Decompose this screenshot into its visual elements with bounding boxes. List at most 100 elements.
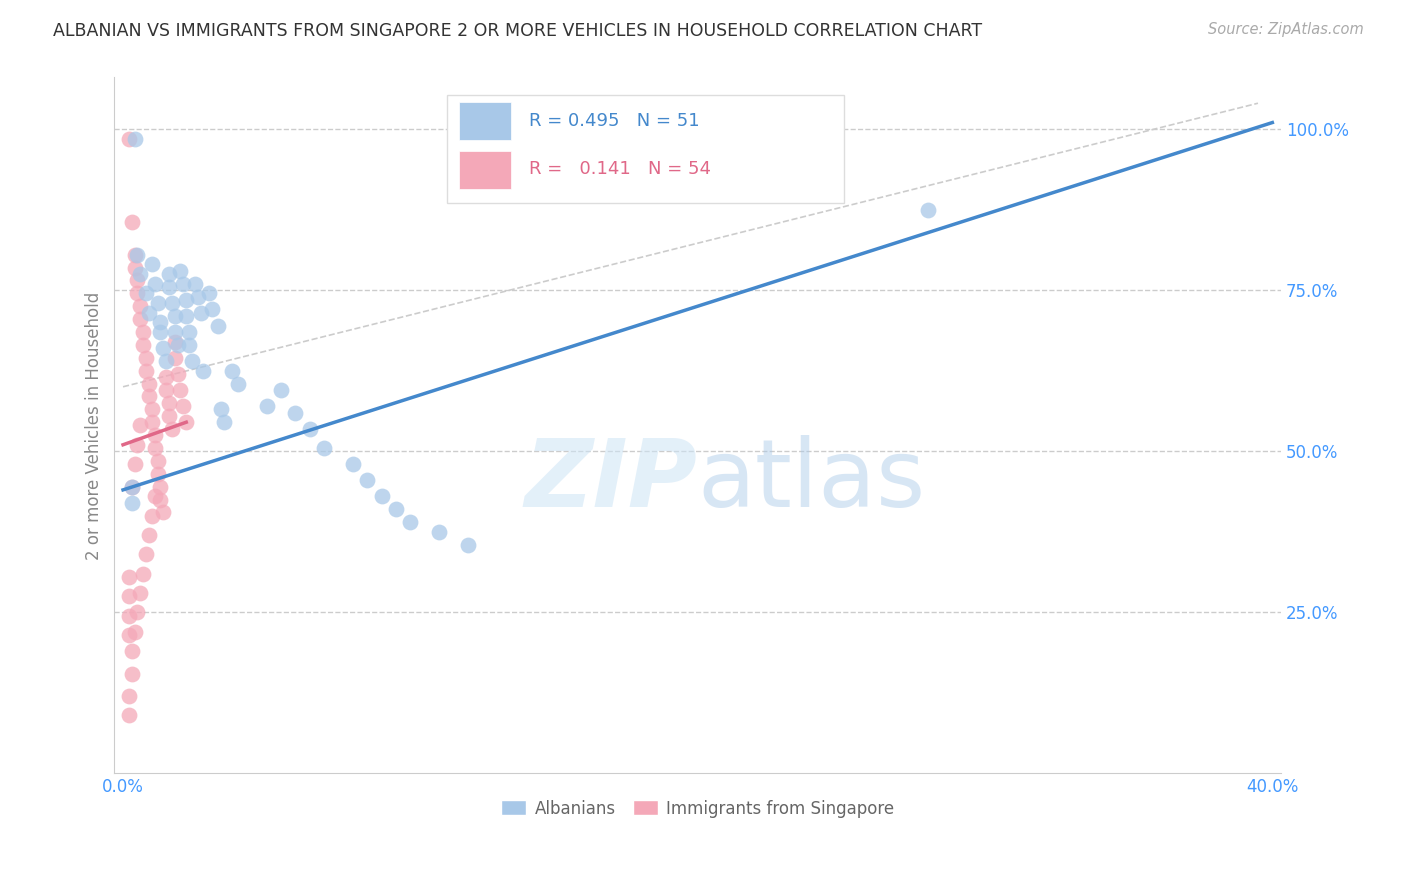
- Point: [155, 383, 177, 397]
- Text: ALBANIAN VS IMMIGRANTS FROM SINGAPORE 2 OR MORE VEHICLES IN HOUSEHOLD CORRELATIO: ALBANIAN VS IMMIGRANTS FROM SINGAPORE 2 …: [53, 22, 983, 40]
- Point: [169, 383, 191, 397]
- Point: [187, 289, 209, 303]
- Point: [132, 566, 155, 581]
- Point: [132, 338, 155, 352]
- Text: ZIP: ZIP: [524, 435, 697, 527]
- Point: [179, 338, 201, 352]
- Point: [193, 364, 215, 378]
- Point: [256, 399, 278, 413]
- Point: [174, 293, 197, 307]
- Point: [141, 402, 163, 417]
- Point: [121, 480, 143, 494]
- Point: [127, 438, 149, 452]
- Point: [135, 547, 157, 561]
- Point: [135, 351, 157, 365]
- FancyBboxPatch shape: [458, 151, 510, 189]
- Point: [155, 354, 177, 368]
- Point: [207, 318, 229, 333]
- Point: [127, 273, 149, 287]
- Point: [141, 415, 163, 429]
- Point: [121, 215, 143, 229]
- Point: [129, 418, 152, 433]
- Point: [201, 302, 224, 317]
- Point: [129, 586, 152, 600]
- Point: [172, 399, 194, 413]
- Legend: Albanians, Immigrants from Singapore: Albanians, Immigrants from Singapore: [495, 793, 901, 824]
- Y-axis label: 2 or more Vehicles in Household: 2 or more Vehicles in Household: [86, 292, 103, 559]
- FancyBboxPatch shape: [458, 102, 510, 140]
- Point: [143, 428, 166, 442]
- Point: [118, 608, 141, 623]
- Point: [157, 267, 180, 281]
- Point: [149, 480, 172, 494]
- Point: [146, 296, 169, 310]
- Point: [172, 277, 194, 291]
- Point: [399, 515, 422, 529]
- Point: [342, 457, 364, 471]
- Point: [166, 338, 188, 352]
- Text: R =   0.141   N = 54: R = 0.141 N = 54: [529, 161, 710, 178]
- Point: [209, 402, 232, 417]
- Point: [143, 277, 166, 291]
- Point: [184, 277, 207, 291]
- Point: [166, 367, 188, 381]
- Point: [118, 708, 141, 723]
- Point: [124, 247, 146, 261]
- Point: [270, 383, 292, 397]
- Point: [152, 505, 174, 519]
- Point: [917, 202, 939, 217]
- Point: [138, 528, 160, 542]
- Point: [118, 589, 141, 603]
- Point: [121, 644, 143, 658]
- Point: [121, 666, 143, 681]
- Point: [127, 247, 149, 261]
- Point: [163, 334, 186, 349]
- Point: [127, 286, 149, 301]
- Point: [124, 624, 146, 639]
- Point: [385, 502, 408, 516]
- Point: [146, 454, 169, 468]
- Point: [179, 325, 201, 339]
- Point: [163, 325, 186, 339]
- Point: [141, 508, 163, 523]
- Point: [124, 260, 146, 275]
- Point: [121, 496, 143, 510]
- Point: [181, 354, 204, 368]
- Point: [149, 315, 172, 329]
- Point: [129, 299, 152, 313]
- Point: [143, 441, 166, 455]
- Point: [138, 376, 160, 391]
- Point: [141, 257, 163, 271]
- Point: [226, 376, 249, 391]
- Point: [157, 409, 180, 423]
- Point: [157, 396, 180, 410]
- Point: [127, 605, 149, 619]
- Point: [298, 422, 321, 436]
- Point: [198, 286, 221, 301]
- Point: [174, 415, 197, 429]
- Point: [138, 389, 160, 403]
- Point: [190, 306, 212, 320]
- Point: [149, 492, 172, 507]
- Point: [221, 364, 243, 378]
- Point: [146, 467, 169, 481]
- Point: [152, 341, 174, 355]
- Point: [129, 267, 152, 281]
- Point: [457, 538, 479, 552]
- Point: [212, 415, 235, 429]
- Point: [160, 422, 183, 436]
- Point: [124, 131, 146, 145]
- Point: [118, 131, 141, 145]
- Point: [157, 280, 180, 294]
- Point: [149, 325, 172, 339]
- Point: [169, 264, 191, 278]
- Point: [174, 309, 197, 323]
- Point: [356, 473, 378, 487]
- Point: [284, 405, 307, 419]
- Point: [314, 441, 336, 455]
- Point: [160, 296, 183, 310]
- Point: [155, 370, 177, 384]
- Point: [135, 364, 157, 378]
- Point: [138, 306, 160, 320]
- Point: [163, 351, 186, 365]
